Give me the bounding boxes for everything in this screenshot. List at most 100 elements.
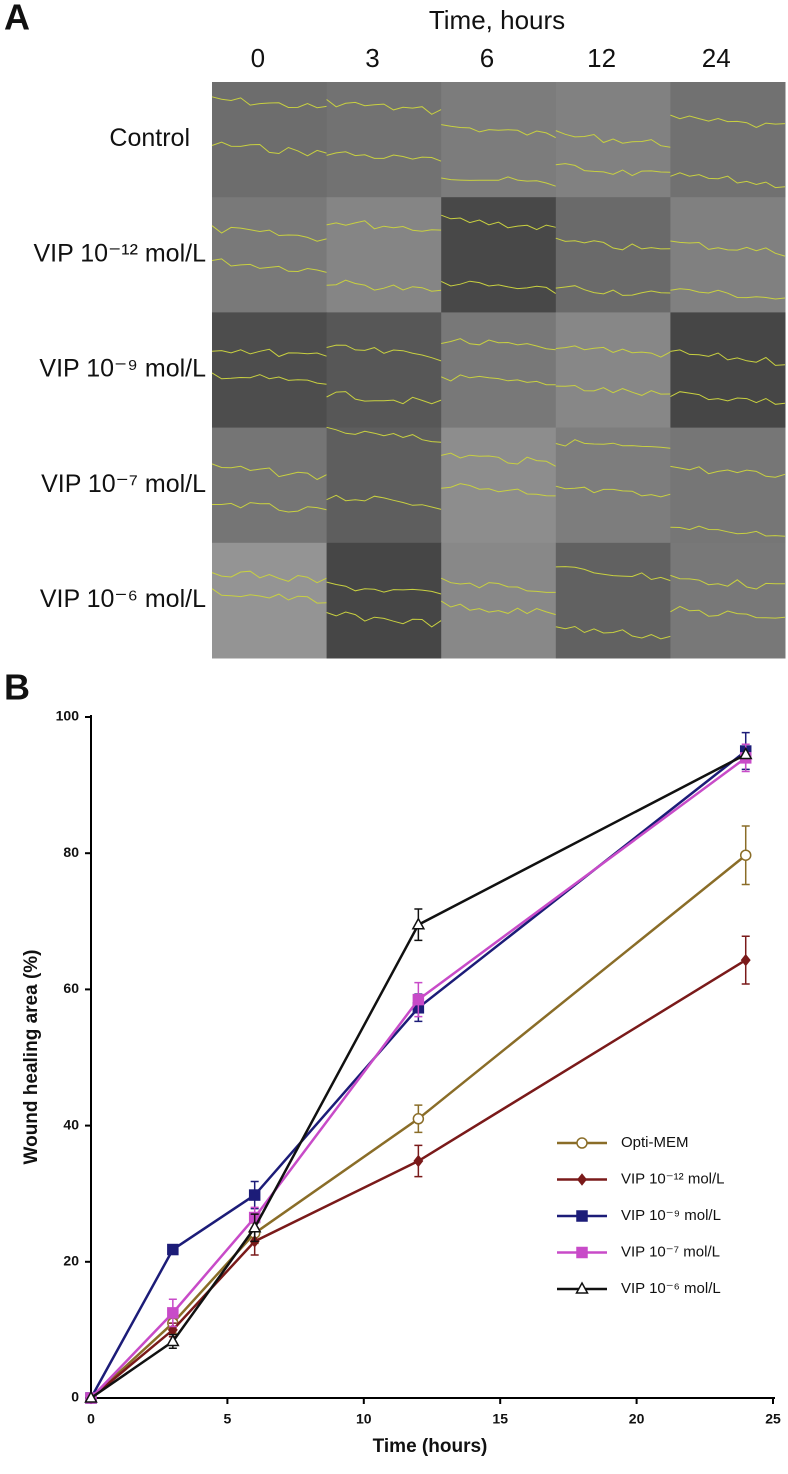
micrograph bbox=[212, 542, 328, 659]
point bbox=[247, 1220, 262, 1233]
point bbox=[412, 993, 425, 1006]
wound-edge bbox=[441, 374, 556, 386]
series-line bbox=[90, 756, 747, 1399]
series-line bbox=[89, 750, 747, 1399]
y-tick-label: 20 bbox=[63, 1253, 79, 1269]
wound-edge bbox=[670, 605, 786, 619]
x-tick-label: 20 bbox=[629, 1411, 645, 1427]
y-tick-label: 100 bbox=[56, 708, 80, 724]
wound-edge bbox=[555, 163, 671, 177]
wound-edge bbox=[326, 344, 442, 362]
point bbox=[577, 1173, 587, 1186]
x-axis-title: Time (hours) bbox=[373, 1436, 488, 1457]
error-bar bbox=[414, 981, 423, 1018]
wound-edge bbox=[670, 114, 786, 129]
point bbox=[412, 1113, 425, 1125]
row-label: VIP 10⁻⁶ mol/L bbox=[40, 585, 206, 613]
wound-edge bbox=[440, 577, 556, 593]
wound-edge bbox=[670, 288, 786, 300]
wound-edge bbox=[670, 172, 786, 189]
error-bar bbox=[414, 1144, 423, 1178]
micrograph bbox=[555, 312, 671, 429]
point bbox=[576, 1246, 588, 1259]
micrograph bbox=[326, 312, 442, 429]
micrograph bbox=[670, 82, 786, 198]
row-label: VIP 10⁻¹² mol/L bbox=[33, 239, 206, 267]
wound-edge bbox=[211, 258, 327, 273]
legend-label: VIP 10⁻¹² mol/L bbox=[621, 1170, 725, 1187]
panel-label: B bbox=[4, 667, 30, 708]
x-tick-label: 15 bbox=[492, 1411, 508, 1427]
micrograph bbox=[441, 427, 557, 544]
micrograph bbox=[441, 197, 557, 313]
micrograph bbox=[670, 197, 786, 313]
row-label: VIP 10⁻⁹ mol/L bbox=[39, 355, 206, 383]
micrograph bbox=[670, 542, 786, 659]
wound-edge bbox=[326, 494, 442, 510]
error-bar bbox=[741, 825, 750, 886]
error-bar bbox=[414, 1104, 423, 1134]
wound-edge bbox=[326, 99, 442, 115]
micrograph bbox=[212, 427, 328, 544]
error-bar bbox=[168, 1298, 177, 1328]
micrograph bbox=[555, 82, 671, 198]
micrograph bbox=[212, 197, 328, 313]
micrograph bbox=[212, 312, 328, 429]
y-axis-title: Wound healing area (%) bbox=[21, 949, 42, 1164]
wound-edge bbox=[555, 285, 671, 296]
wound-edge bbox=[211, 96, 327, 109]
error-bar bbox=[741, 935, 750, 985]
micrograph bbox=[555, 542, 671, 659]
micrograph bbox=[326, 82, 442, 198]
error-bar bbox=[250, 1180, 259, 1210]
column-header: 24 bbox=[702, 43, 731, 73]
point bbox=[413, 1154, 424, 1168]
x-tick-label: 10 bbox=[356, 1411, 372, 1427]
micrograph bbox=[670, 427, 786, 544]
wound-edge bbox=[441, 176, 556, 187]
wound-edge bbox=[326, 151, 442, 162]
wound-edge bbox=[211, 570, 327, 584]
wound-edge bbox=[555, 439, 671, 449]
micrograph bbox=[670, 312, 786, 429]
column-header: 6 bbox=[480, 43, 494, 73]
legend-label: VIP 10⁻⁷ mol/L bbox=[621, 1243, 720, 1260]
wound-edge bbox=[211, 348, 327, 358]
wound-edge bbox=[670, 574, 786, 590]
panel-title: Time, hours bbox=[429, 5, 565, 35]
wound-edge bbox=[441, 124, 557, 139]
legend-label: Opti-MEM bbox=[621, 1134, 689, 1151]
y-tick-label: 80 bbox=[63, 844, 79, 860]
micrograph bbox=[441, 82, 557, 198]
point bbox=[84, 1390, 98, 1403]
column-header: 0 bbox=[251, 43, 265, 73]
wound-edge bbox=[670, 465, 786, 478]
micrograph bbox=[555, 197, 671, 313]
wound-edge bbox=[555, 566, 671, 582]
wound-edge bbox=[670, 525, 786, 537]
error-bar bbox=[741, 731, 750, 771]
point bbox=[411, 917, 426, 930]
wound-edge bbox=[670, 349, 786, 366]
wound-edge bbox=[440, 280, 557, 295]
micrograph bbox=[555, 427, 671, 544]
wound-edge bbox=[555, 130, 671, 148]
wound-edge bbox=[211, 141, 327, 157]
point bbox=[167, 1243, 179, 1256]
micrograph bbox=[326, 197, 442, 313]
wound-edge bbox=[211, 463, 327, 481]
point bbox=[248, 1189, 261, 1201]
wound-edge bbox=[326, 581, 442, 595]
wound-edge bbox=[440, 600, 556, 616]
wound-edge bbox=[326, 220, 442, 232]
point bbox=[167, 1307, 179, 1319]
point bbox=[166, 1333, 180, 1347]
legend-label: VIP 10⁻⁶ mol/L bbox=[621, 1280, 721, 1297]
wound-edge bbox=[555, 625, 671, 640]
micrograph bbox=[441, 542, 557, 659]
point bbox=[576, 1210, 588, 1222]
point bbox=[740, 953, 751, 967]
column-header: 3 bbox=[365, 43, 379, 73]
